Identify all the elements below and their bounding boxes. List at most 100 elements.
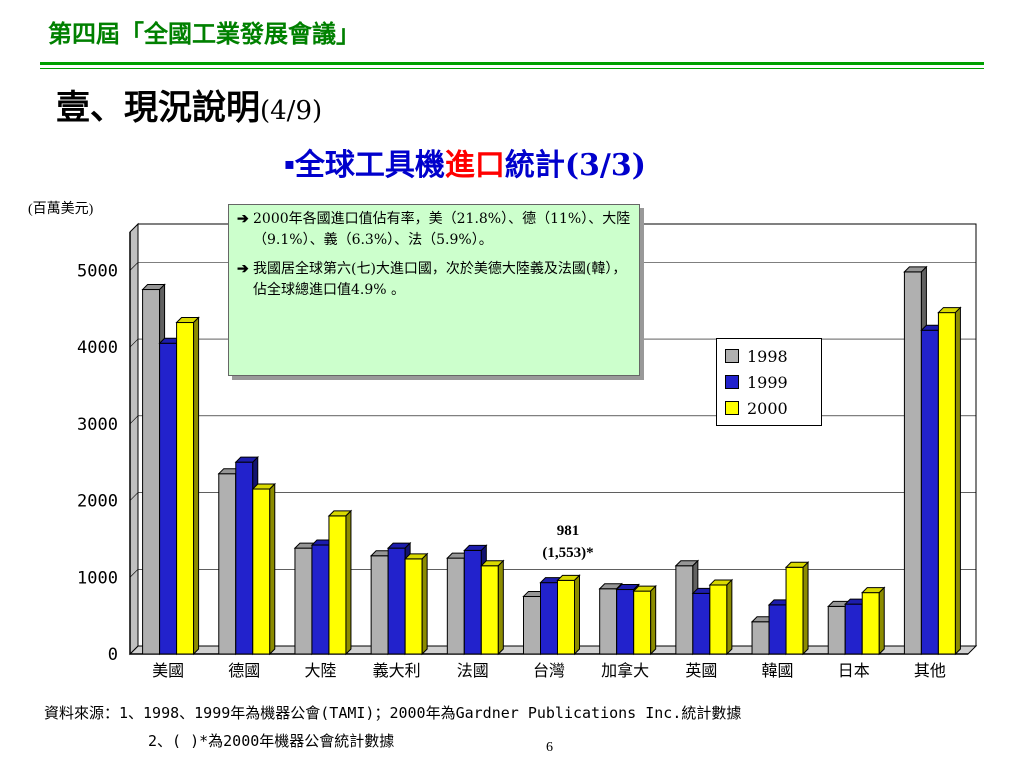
bar-front (709, 584, 728, 655)
subtitle-part1: 全球工具機 (294, 148, 445, 183)
bar-side (497, 559, 504, 656)
bar-front (387, 547, 406, 655)
header-title: 第四屆「全國工業發展會議」 (48, 19, 360, 48)
bar-front (675, 565, 694, 655)
bar-side (193, 316, 200, 656)
bar-front (328, 515, 347, 655)
x-tick-label: 德國 (228, 661, 260, 680)
bar-front (176, 322, 195, 655)
gridline (129, 415, 976, 425)
arrow-right-icon: ➔ (237, 261, 249, 277)
legend-item-1998: 1998 (725, 343, 821, 369)
x-tick-label: 其他 (914, 661, 946, 680)
header-divider (40, 62, 984, 65)
bar-front (616, 589, 635, 655)
y-tick-label: 0 (108, 645, 118, 665)
bar-front (861, 592, 880, 655)
bar-side (650, 584, 657, 656)
subtitle-highlight: 進口 (444, 148, 505, 183)
y-tick-label: 5000 (77, 261, 118, 281)
bar-front (370, 555, 389, 655)
section-page-marker: (4/9) (260, 96, 323, 126)
y-tick-label: 2000 (77, 492, 118, 512)
bar-front (142, 289, 161, 655)
slide-subtitle: ▪全球工具機進口統計(3/3) (284, 140, 646, 184)
bar-front (692, 592, 711, 655)
bar-front (599, 588, 618, 655)
y-tick-label: 4000 (77, 338, 118, 358)
bar (708, 578, 734, 656)
bar-front (404, 558, 423, 655)
note-box: ➔ 2000年各國進口值佔有率，美（21.8%）、德（11%）、大陸（9.1%）、… (228, 204, 640, 376)
x-tick-label: 加拿大 (601, 661, 649, 680)
legend-item-2000: 2000 (725, 395, 821, 421)
x-tick-label: 英國 (685, 661, 717, 680)
chart-side-wall (129, 222, 139, 656)
legend-swatch-2000 (725, 401, 739, 415)
x-tick-label: 韓國 (762, 661, 794, 680)
bar (175, 316, 200, 656)
bar-side (954, 306, 961, 656)
bar-front (540, 582, 558, 655)
bullet-icon: ▪ (284, 154, 295, 173)
x-tick-label: 日本 (838, 661, 870, 680)
legend-label-1999: 1999 (747, 372, 788, 392)
y-tick-label: 1000 (77, 568, 118, 588)
legend-swatch-1999 (725, 375, 739, 389)
note-text: 2000年各國進口值佔有率，美（21.8%）、德（11%）、大陸（9.1%）、義… (253, 211, 631, 248)
gridline (129, 492, 976, 501)
bar-side (269, 482, 276, 656)
x-tick-label: 美國 (152, 661, 184, 680)
bar-front (294, 547, 313, 655)
bar-front (446, 557, 465, 655)
note-text: 我國居全球第六(七)大進口國，次於美德大陸義及法國(韓），佔全球總進口值4.9%… (253, 261, 627, 298)
legend-label-2000: 2000 (747, 398, 788, 418)
bar-front (751, 621, 770, 655)
page-number: 6 (546, 740, 553, 755)
x-tick-labels: 美國 德國 大陸 義大利 法國 台灣 加拿大 英國 韓國 日本 其他 (152, 661, 946, 680)
bar-side (802, 561, 809, 656)
header-divider-thin (40, 68, 984, 69)
bar-front (311, 544, 330, 655)
bar-front (633, 590, 652, 655)
bar-side (574, 574, 580, 656)
legend-swatch-1998 (725, 349, 739, 363)
y-axis-unit-label: (百萬美元) (28, 202, 94, 217)
note-item: ➔ 我國居全球第六(七)大進口國，次於美德大陸義及法國(韓），佔全球總進口值4.9… (237, 259, 631, 301)
x-tick-label: 法國 (457, 661, 489, 680)
legend-label-1998: 1998 (747, 346, 788, 366)
annotation-alt-value: (1,553)* (542, 545, 594, 561)
bar-front (937, 312, 956, 655)
bar-front (159, 342, 178, 655)
bar-side (421, 552, 428, 656)
bar-front (480, 565, 499, 655)
bar (251, 482, 276, 656)
bar-front (844, 603, 863, 655)
bar (632, 584, 657, 656)
bar-front (235, 461, 254, 655)
bar (556, 574, 581, 656)
bar-side (345, 509, 352, 656)
bar-front (768, 604, 787, 655)
bar-front (523, 595, 541, 655)
section-title: 壹、現況說明(4/9) (56, 80, 322, 129)
bar-front (903, 271, 922, 655)
y-tick-label: 3000 (77, 415, 118, 435)
bar-front (920, 329, 939, 655)
subtitle-part2: 統計(3/3) (504, 148, 646, 183)
bar (480, 559, 505, 656)
bar-side (878, 586, 885, 656)
x-tick-label: 大陸 (304, 661, 336, 680)
bar-front (827, 605, 846, 655)
bar (861, 586, 886, 656)
x-tick-label: 台灣 (533, 661, 565, 680)
annotation-value: 981 (556, 523, 580, 539)
x-tick-label: 義大利 (373, 661, 421, 680)
legend-item-1999: 1999 (725, 369, 821, 395)
bar-front (463, 549, 482, 655)
source-note: 資料來源：1、1998、1999年為機器公會(TAMI)；2000年為Gardn… (44, 704, 742, 722)
gridline (129, 262, 976, 271)
chart-legend: 1998 1999 2000 (716, 338, 822, 426)
y-tick-labels: 0 1000 2000 3000 4000 5000 (77, 261, 118, 665)
